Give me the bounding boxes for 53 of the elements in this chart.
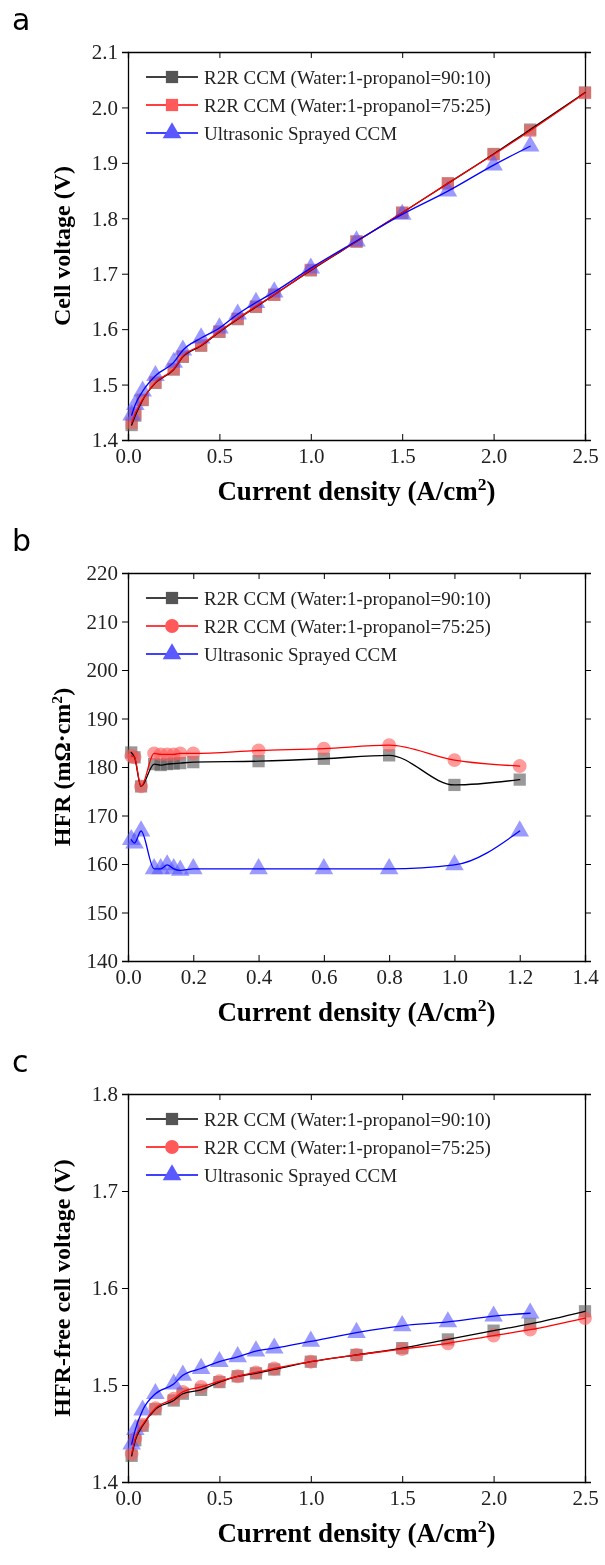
x-axis-title: Current density (A/cm$^{2}$) bbox=[217, 995, 496, 1027]
x-tick-label: 0.4 bbox=[245, 964, 273, 989]
y-tick-label: 1.5 bbox=[91, 1373, 118, 1398]
y-tick-label: 1.7 bbox=[91, 261, 118, 286]
x-tick-label: 2.5 bbox=[572, 1485, 599, 1510]
y-tick-label: 1.6 bbox=[91, 1276, 118, 1301]
x-tick-label: 1.4 bbox=[572, 964, 600, 989]
x-tick-label: 0.8 bbox=[376, 964, 403, 989]
y-axis-title: Cell voltage (V) bbox=[49, 166, 75, 326]
x-tick-label: 1.0 bbox=[298, 443, 325, 468]
y-tick-label: 1.8 bbox=[91, 206, 118, 231]
x-axis-title: Current density (A/cm$^{2}$) bbox=[217, 474, 496, 506]
y-tick-label: 1.8 bbox=[91, 1082, 118, 1107]
x-tick-label: 2.0 bbox=[480, 1485, 508, 1510]
y-tick-label: 2.1 bbox=[91, 40, 118, 65]
x-tick-label: 1.2 bbox=[507, 964, 534, 989]
x-tick-label: 2.5 bbox=[572, 443, 599, 468]
chart-title: b bbox=[12, 523, 32, 558]
x-tick-label: 1.5 bbox=[389, 1485, 416, 1510]
legend-label: R2R CCM (Water:1-propanol=75:25) bbox=[204, 1137, 491, 1159]
legend-label: Ultrasonic Sprayed CCM bbox=[204, 644, 398, 665]
y-tick-label: 190 bbox=[86, 706, 118, 731]
x-tick-label: 1.0 bbox=[441, 964, 469, 989]
x-tick-label: 0.6 bbox=[311, 964, 338, 989]
legend-label: R2R CCM (Water:1-propanol=90:10) bbox=[204, 588, 491, 610]
y-tick-label: 1.5 bbox=[91, 372, 118, 397]
y-tick-label: 1.6 bbox=[91, 317, 118, 342]
x-tick-label: 0.5 bbox=[206, 443, 234, 468]
x-tick-label: 0.2 bbox=[180, 964, 207, 989]
y-tick-label: 170 bbox=[86, 803, 118, 828]
chart-title: c bbox=[12, 1044, 29, 1079]
legend-label: R2R CCM (Water:1-propanol=75:25) bbox=[204, 616, 491, 638]
y-tick-label: 160 bbox=[86, 852, 118, 877]
x-tick-label: 1.5 bbox=[389, 443, 416, 468]
y-tick-label: 180 bbox=[86, 755, 118, 780]
legend-label: Ultrasonic Sprayed CCM bbox=[204, 1165, 398, 1186]
y-tick-label: 200 bbox=[86, 658, 118, 683]
legend-label: R2R CCM (Water:1-propanol=75:25) bbox=[204, 95, 491, 117]
x-tick-label: 0.5 bbox=[206, 1485, 234, 1510]
y-tick-label: 1.9 bbox=[91, 151, 118, 176]
x-axis-title: Current density (A/cm$^{2}$) bbox=[217, 1516, 496, 1548]
y-tick-label: 150 bbox=[86, 900, 118, 925]
legend-label: Ultrasonic Sprayed CCM bbox=[204, 123, 398, 144]
y-tick-label: 220 bbox=[86, 561, 118, 586]
y-tick-label: 2.0 bbox=[91, 95, 118, 120]
y-axis-title: HFR-free cell voltage (V) bbox=[49, 1159, 75, 1417]
legend-label: R2R CCM (Water:1-propanol=90:10) bbox=[204, 67, 491, 89]
x-tick-label: 2.0 bbox=[480, 443, 508, 468]
y-tick-label: 210 bbox=[86, 609, 118, 634]
chart-title: a bbox=[12, 2, 31, 37]
legend-label: R2R CCM (Water:1-propanol=90:10) bbox=[204, 1109, 491, 1131]
x-tick-label: 1.0 bbox=[298, 1485, 325, 1510]
y-tick-label: 1.7 bbox=[91, 1179, 118, 1204]
